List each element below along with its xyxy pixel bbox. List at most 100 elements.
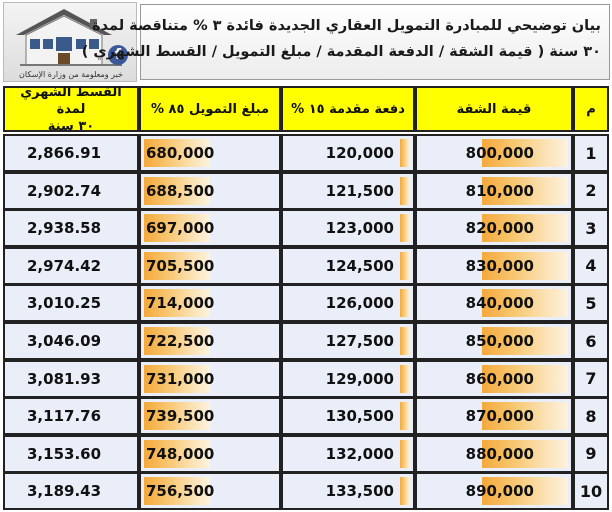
loan-cell: 714,000 [139, 284, 281, 323]
loan-cell: 688,500 [139, 171, 281, 210]
table-header: القسط الشهري لمدة ٣٠ سنة مبلغ التمويل ٨٥ … [3, 85, 609, 134]
price-cell-value: 860,000 [465, 369, 534, 388]
facebook-icon: f [108, 45, 128, 65]
price-cell-bar: 860,000 [420, 364, 568, 393]
down-cell: 126,000 [281, 284, 415, 323]
row-number: 7 [573, 359, 609, 398]
price-cell: 810,000 [415, 171, 573, 210]
title-box: بيان توضيحي للمبادرة التمويل العقاري الج… [82, 4, 610, 80]
loan-cell-bar-fill [144, 176, 210, 205]
loan-cell-bar-fill [144, 327, 210, 355]
price-cell-bar: 870,000 [420, 402, 568, 431]
loan-cell-bar: 739,500 [144, 402, 276, 431]
loan-cell-value: 731,000 [146, 369, 215, 388]
down-cell-bar-fill [400, 139, 410, 167]
row-number: 10 [573, 472, 609, 511]
price-cell-value: 800,000 [465, 144, 534, 162]
down-cell-bar-fill [400, 251, 410, 280]
column-header-price: قيمة الشقة [415, 86, 573, 132]
down-cell-bar-fill [400, 364, 410, 393]
down-cell-bar-fill [400, 327, 410, 355]
price-cell-bar-fill [482, 439, 568, 468]
monthly-header-line-2: ٣٠ سنة [47, 118, 95, 134]
down-cell-bar: 129,000 [286, 364, 410, 393]
price-cell: 870,000 [415, 397, 573, 436]
price-cell-bar-fill [482, 176, 568, 205]
table-row: 3,046.09 722,500 127,500 850,000 6 [3, 322, 609, 360]
down-cell-bar-fill [400, 289, 410, 318]
price-cell-bar: 830,000 [420, 251, 568, 280]
loan-cell-value: 739,500 [146, 407, 215, 426]
loan-cell-bar: 756,500 [144, 477, 276, 506]
down-cell-bar: 126,000 [286, 289, 410, 318]
loan-cell-bar: 705,500 [144, 251, 276, 280]
price-cell-bar: 880,000 [420, 439, 568, 468]
price-cell-bar: 810,000 [420, 176, 568, 205]
price-cell: 830,000 [415, 246, 573, 285]
down-cell-value: 132,000 [325, 444, 394, 463]
column-header-down: دفعة مقدمة ١٥ % [281, 86, 415, 132]
down-cell-bar: 132,000 [286, 439, 410, 468]
down-cell-value: 121,500 [325, 181, 394, 200]
installment-table: القسط الشهري لمدة ٣٠ سنة مبلغ التمويل ٨٥ … [3, 85, 609, 511]
down-cell-bar: 130,500 [286, 402, 410, 431]
monthly-cell: 3,010.25 [3, 284, 139, 323]
price-cell: 850,000 [415, 322, 573, 360]
header: f خبر ومعلومة من وزارة الإسكان بيان توضي… [0, 0, 612, 84]
row-number: 1 [573, 134, 609, 172]
loan-cell: 756,500 [139, 472, 281, 511]
down-cell: 127,500 [281, 322, 415, 360]
down-cell: 120,000 [281, 134, 415, 172]
price-cell-value: 820,000 [465, 219, 534, 238]
loan-cell-bar: 748,000 [144, 439, 276, 468]
loan-cell: 722,500 [139, 322, 281, 360]
price-cell: 880,000 [415, 434, 573, 473]
loan-cell-value: 748,000 [146, 444, 215, 463]
down-cell: 121,500 [281, 171, 415, 210]
price-cell-bar: 890,000 [420, 477, 568, 506]
price-cell-value: 840,000 [465, 294, 534, 313]
row-number: 3 [573, 209, 609, 248]
monthly-cell: 2,902.74 [3, 171, 139, 210]
loan-cell-value: 714,000 [146, 294, 215, 313]
down-cell: 132,000 [281, 434, 415, 473]
down-cell-bar: 121,500 [286, 176, 410, 205]
price-cell-bar-fill [482, 327, 568, 355]
price-cell-bar-fill [482, 251, 568, 280]
monthly-cell: 2,938.58 [3, 209, 139, 248]
down-cell-bar: 133,500 [286, 477, 410, 506]
price-cell-bar: 840,000 [420, 289, 568, 318]
column-header-num: م [573, 86, 609, 132]
monthly-cell: 3,081.93 [3, 359, 139, 398]
price-cell: 840,000 [415, 284, 573, 323]
price-cell: 890,000 [415, 472, 573, 511]
price-cell-value: 870,000 [465, 407, 534, 426]
down-cell: 130,500 [281, 397, 415, 436]
loan-cell-bar-fill [144, 402, 210, 431]
loan-cell: 705,500 [139, 246, 281, 285]
table-row: 2,974.42 705,500 124,500 830,000 4 [3, 246, 609, 285]
loan-cell-bar: 714,000 [144, 289, 276, 318]
price-cell: 820,000 [415, 209, 573, 248]
loan-cell-value: 688,500 [146, 181, 215, 200]
down-cell-value: 133,500 [325, 482, 394, 501]
table-row: 3,117.76 739,500 130,500 870,000 8 [3, 397, 609, 436]
loan-cell-bar-fill [144, 439, 210, 468]
down-cell-bar: 124,500 [286, 251, 410, 280]
house-icon [16, 9, 122, 66]
row-number: 2 [573, 171, 609, 210]
loan-cell: 731,000 [139, 359, 281, 398]
table-row: 2,902.74 688,500 121,500 810,000 2 [3, 171, 609, 210]
loan-cell-bar: 697,000 [144, 214, 276, 243]
loan-cell-value: 705,500 [146, 256, 215, 275]
down-cell-value: 124,500 [325, 256, 394, 275]
table-row: 3,081.93 731,000 129,000 860,000 7 [3, 359, 609, 398]
down-cell-bar: 127,500 [286, 327, 410, 355]
loan-cell-bar: 680,000 [144, 139, 276, 167]
price-cell-bar-fill [482, 402, 568, 431]
row-number: 8 [573, 397, 609, 436]
loan-cell-value: 680,000 [146, 144, 215, 162]
monthly-cell: 2,866.91 [3, 134, 139, 172]
loan-cell-bar-fill [144, 477, 210, 506]
